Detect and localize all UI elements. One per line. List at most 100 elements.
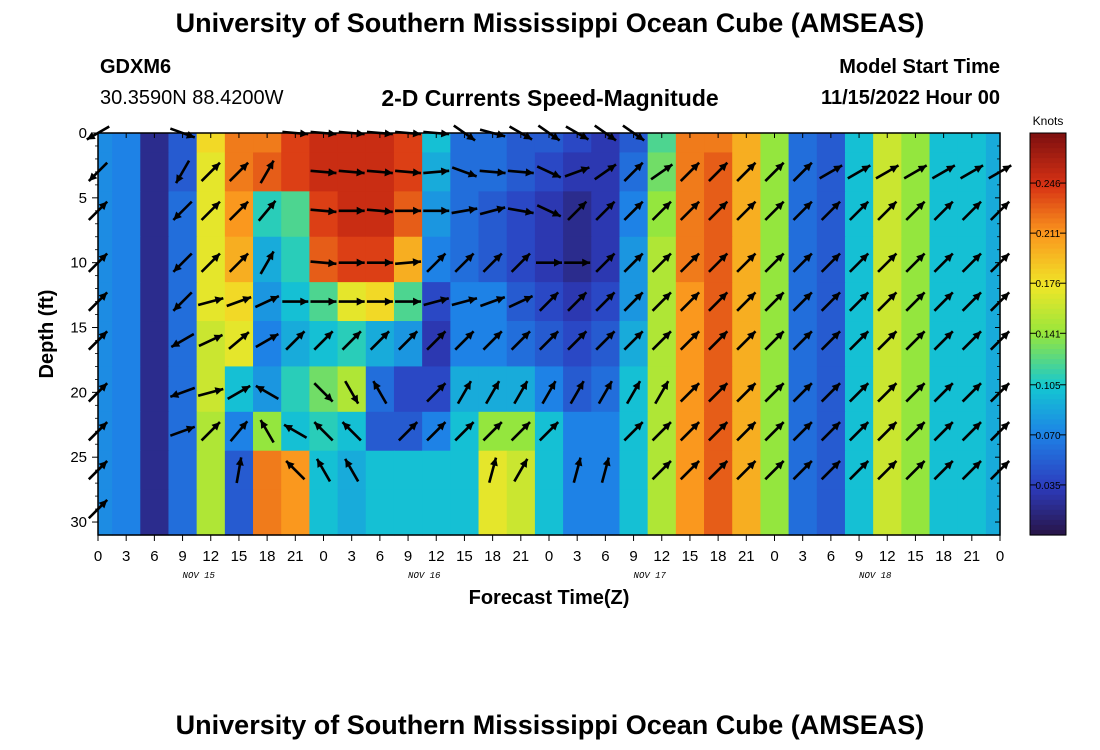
date-label: NOV 16	[408, 571, 441, 581]
current-vector	[338, 206, 365, 215]
heatmap-cell	[98, 366, 113, 413]
current-vector	[338, 258, 365, 267]
heatmap-cell	[563, 321, 592, 368]
heatmap-cell	[760, 236, 790, 283]
current-vector	[595, 291, 616, 312]
current-vector	[905, 252, 926, 273]
heatmap-cell	[929, 489, 959, 536]
heatmap-cell	[168, 191, 198, 238]
current-vector	[623, 291, 644, 312]
x-tick-label: 6	[376, 548, 384, 565]
current-vector	[708, 252, 729, 273]
heatmap-cell	[196, 236, 226, 283]
heatmap-cell	[788, 366, 818, 413]
current-vector	[538, 421, 560, 442]
current-vector	[513, 380, 529, 405]
heatmap-cell	[253, 450, 282, 491]
current-vector	[572, 457, 583, 484]
heatmap-cell	[985, 236, 1001, 283]
heatmap-cell	[478, 321, 508, 368]
current-vector	[848, 460, 870, 481]
current-vector	[397, 330, 419, 351]
current-vector	[623, 252, 644, 273]
heatmap-cell	[365, 321, 395, 368]
current-vector	[488, 457, 498, 484]
heatmap-cell	[168, 133, 198, 154]
heatmap-cell	[591, 489, 621, 536]
current-vector	[536, 204, 562, 218]
heatmap-cell	[253, 133, 282, 154]
heatmap-cell	[844, 366, 874, 413]
heatmap-cell	[788, 321, 818, 368]
current-vector	[764, 382, 785, 403]
current-vector	[482, 330, 503, 351]
heatmap-cell	[929, 133, 959, 154]
current-vector	[310, 259, 337, 268]
current-vector	[369, 330, 390, 351]
heatmap-cell	[337, 236, 367, 283]
heatmap-cell	[732, 133, 762, 154]
current-vector	[650, 163, 674, 181]
station-coords: 30.3590N 88.4200W	[100, 87, 284, 109]
current-vector	[736, 382, 757, 403]
heatmap-cell	[985, 411, 1001, 452]
heatmap-cell	[704, 191, 733, 238]
current-vector	[736, 460, 757, 481]
heatmap-cell	[957, 489, 987, 536]
current-vector	[567, 330, 588, 351]
heatmap-cell	[422, 191, 451, 238]
current-vector	[877, 460, 898, 481]
heatmap-cell	[591, 411, 621, 452]
heatmap-cell	[450, 450, 480, 491]
heatmap-cell	[393, 489, 423, 536]
current-vector	[595, 252, 616, 273]
heatmap-cell	[901, 236, 931, 283]
current-vector	[905, 200, 926, 221]
heatmap-cell	[478, 236, 508, 283]
heatmap-cell	[506, 191, 536, 238]
heatmap-cell	[732, 321, 762, 368]
current-vector	[679, 460, 701, 481]
current-vector	[423, 296, 450, 307]
heatmap-cell	[816, 191, 846, 238]
current-vector	[961, 330, 982, 351]
heatmap-cell	[309, 321, 339, 368]
current-vector	[877, 382, 898, 403]
heatmap-cell	[393, 366, 423, 413]
x-tick-label: 3	[348, 548, 356, 565]
heatmap-cell	[901, 133, 931, 154]
current-vector	[484, 380, 501, 405]
current-vector	[426, 382, 447, 403]
x-tick-label: 18	[935, 548, 952, 565]
y-axis: 0 5 10 15 20 25 30	[70, 125, 1000, 531]
heatmap-cell	[957, 191, 987, 238]
current-vector	[344, 380, 360, 405]
heatmap-cell	[844, 321, 874, 368]
heatmap-cell	[873, 489, 902, 536]
heatmap-cell	[140, 236, 170, 283]
current-vector	[961, 200, 982, 221]
current-vector	[169, 425, 196, 437]
current-vector	[847, 164, 871, 180]
current-vector	[820, 291, 841, 312]
heatmap-cell	[98, 282, 113, 322]
heatmap-cell	[957, 236, 987, 283]
current-vector	[708, 421, 729, 442]
heatmap-cell	[985, 133, 1001, 154]
heatmap-cell	[98, 411, 113, 452]
x-tick-label: 3	[799, 548, 807, 565]
heatmap-cell	[816, 366, 846, 413]
current-vector	[848, 200, 870, 221]
heatmap-cell	[816, 489, 846, 536]
current-vector	[228, 252, 250, 273]
x-tick-label: 12	[653, 548, 670, 565]
heatmap-cell	[760, 489, 790, 536]
heatmap-cell	[985, 282, 1001, 322]
x-tick-label: 15	[231, 548, 248, 565]
current-vector	[344, 458, 360, 483]
heatmap-cell	[140, 321, 170, 368]
current-vector	[541, 380, 557, 405]
current-vector	[423, 167, 450, 176]
heatmap-cell	[563, 489, 592, 536]
heatmap-cell	[337, 366, 367, 413]
